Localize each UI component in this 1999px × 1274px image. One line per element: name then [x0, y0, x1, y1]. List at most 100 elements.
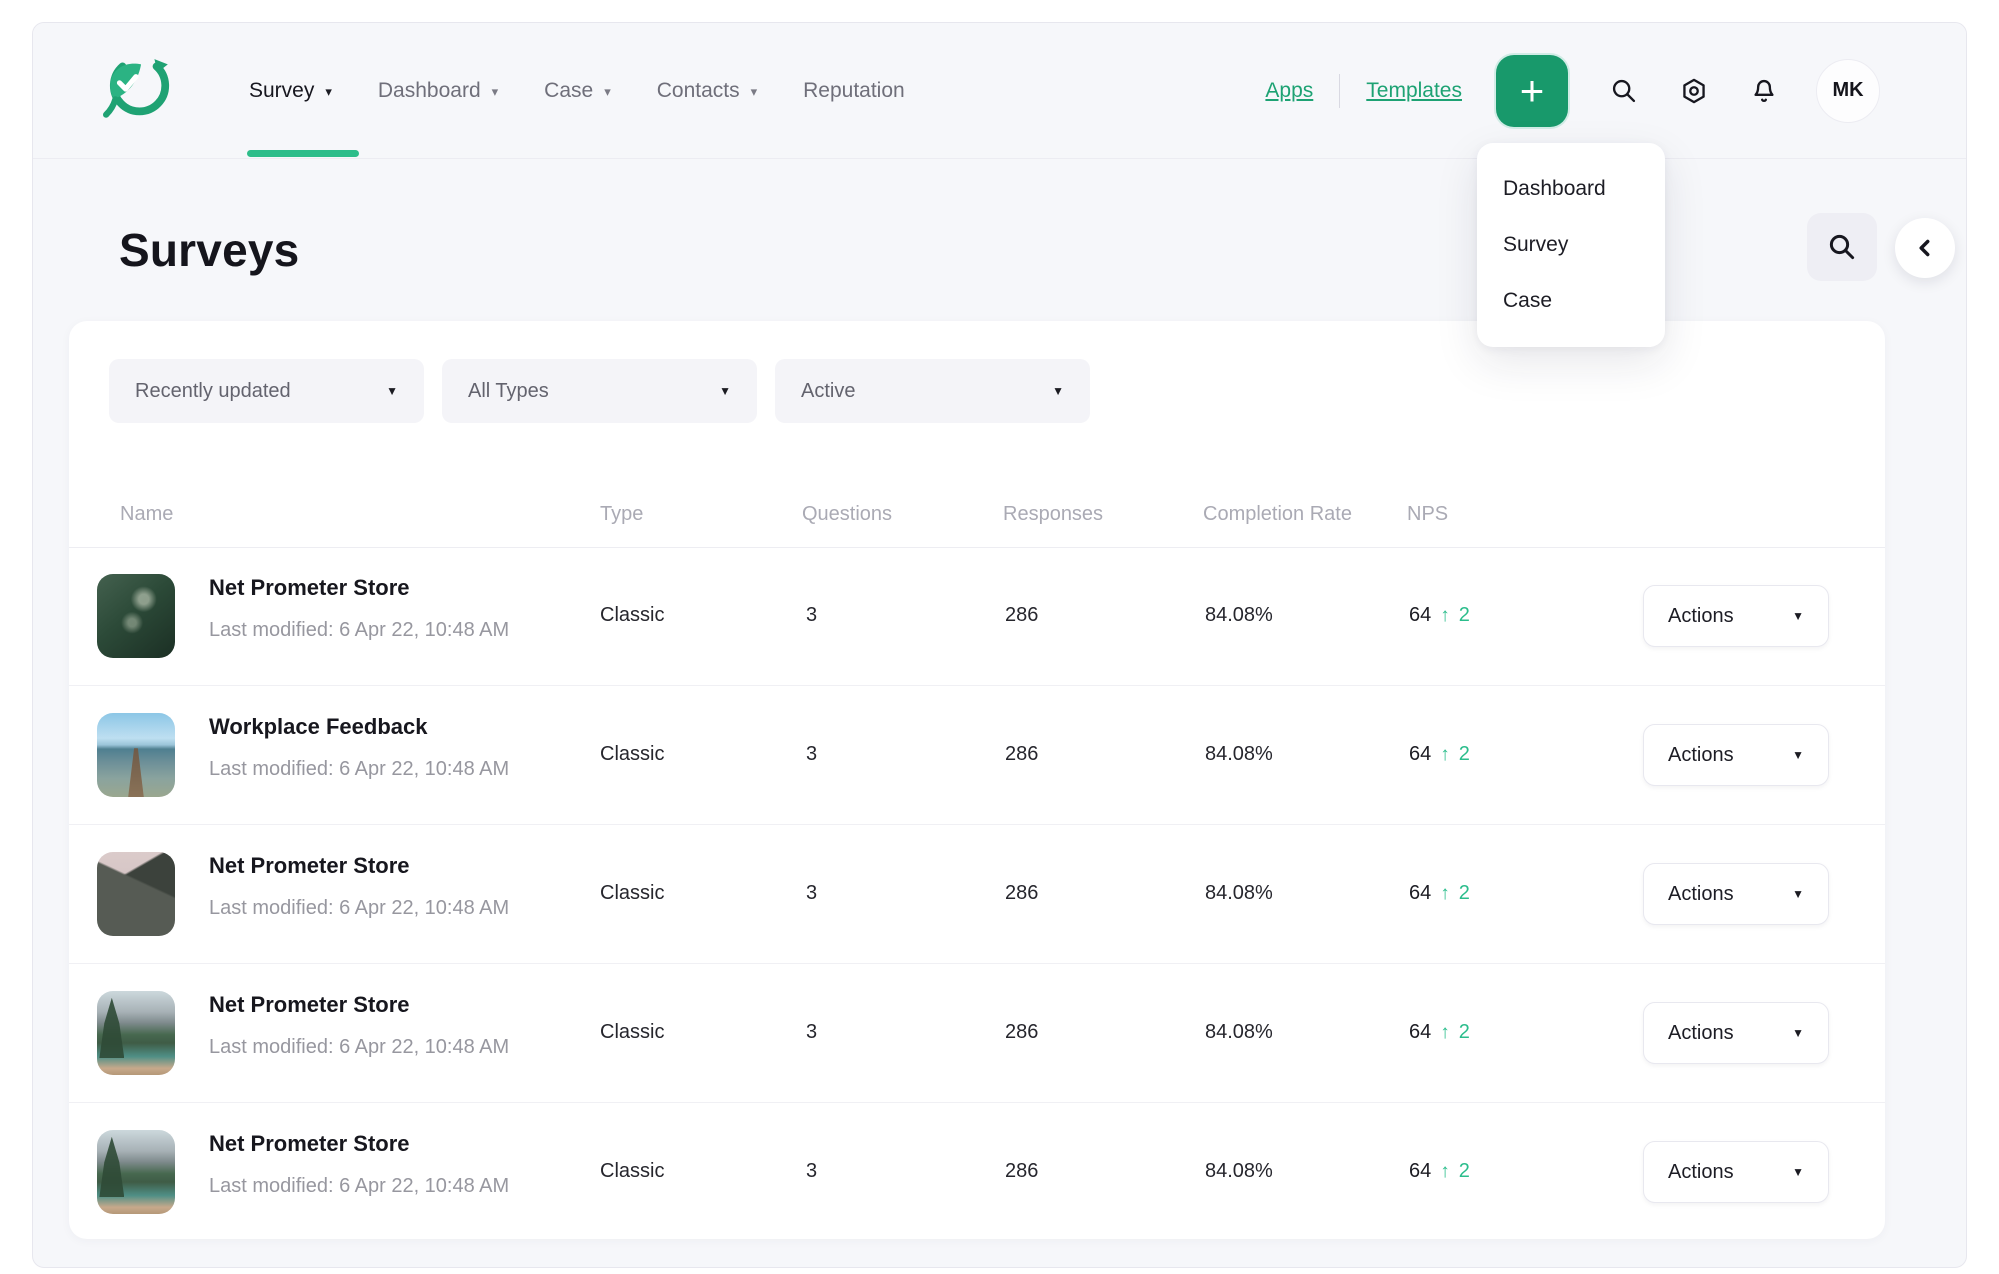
survey-questions-count: 3	[806, 604, 817, 627]
link-divider	[1339, 74, 1340, 108]
survey-name: Workplace Feedback	[209, 714, 427, 740]
survey-responses-count: 286	[1005, 743, 1038, 766]
survey-thumbnail	[97, 574, 175, 658]
chevron-down-icon: ▼	[1792, 888, 1804, 900]
nav-item-label: Survey	[249, 79, 314, 103]
table-column-header: Name	[120, 503, 173, 526]
survey-completion-rate: 84.08%	[1205, 604, 1273, 627]
table-column-header: NPS	[1407, 503, 1448, 526]
add-menu-item-label: Survey	[1503, 233, 1568, 256]
nps-up-icon: ↑	[1440, 1161, 1450, 1183]
add-menu-item-label: Case	[1503, 289, 1552, 312]
actions-button[interactable]: Actions ▼	[1643, 1141, 1829, 1203]
survey-questions-count: 3	[806, 1021, 817, 1044]
chevron-down-icon: ▼	[1792, 1166, 1804, 1178]
table-row[interactable]: Net Prometer Store Last modified: 6 Apr …	[69, 964, 1885, 1103]
survey-last-modified: Last modified: 6 Apr 22, 10:48 AM	[209, 758, 509, 781]
header-actions: Apps Templates +	[1265, 23, 1880, 158]
nav-item-label: Dashboard	[378, 79, 481, 103]
nps-value: 64	[1409, 1160, 1431, 1183]
survey-nps: 64 ↑ 2	[1409, 743, 1470, 766]
table-row[interactable]: Workplace Feedback Last modified: 6 Apr …	[69, 686, 1885, 825]
survey-nps: 64 ↑ 2	[1409, 882, 1470, 905]
survey-nps: 64 ↑ 2	[1409, 1021, 1470, 1044]
active-nav-indicator	[247, 150, 359, 157]
user-avatar[interactable]: MK	[1816, 59, 1880, 123]
nps-delta: 2	[1459, 1021, 1470, 1044]
actions-button[interactable]: Actions ▼	[1643, 1002, 1829, 1064]
filter-select[interactable]: All Types ▼	[442, 359, 757, 423]
nps-value: 64	[1409, 882, 1431, 905]
bell-icon	[1750, 77, 1778, 105]
filter-select[interactable]: Active ▼	[775, 359, 1090, 423]
nav-item[interactable]: Contacts ▾	[657, 79, 757, 103]
add-menu-item[interactable]: Dashboard	[1477, 161, 1665, 217]
nav-item-label: Case	[544, 79, 593, 103]
survey-name: Net Prometer Store	[209, 853, 410, 879]
nps-delta: 2	[1459, 743, 1470, 766]
survey-responses-count: 286	[1005, 604, 1038, 627]
survey-completion-rate: 84.08%	[1205, 1021, 1273, 1044]
brand-logo[interactable]	[103, 53, 175, 125]
notifications-button[interactable]	[1742, 69, 1786, 113]
templates-link[interactable]: Templates	[1366, 79, 1462, 103]
survey-thumbnail	[97, 991, 175, 1075]
nav-item[interactable]: Reputation ▾	[803, 79, 922, 103]
surveys-table-body: Net Prometer Store Last modified: 6 Apr …	[69, 547, 1885, 1241]
nps-delta: 2	[1459, 882, 1470, 905]
table-column-header: Completion Rate	[1203, 503, 1352, 526]
nav-item[interactable]: Case ▾	[544, 79, 611, 103]
nps-delta: 2	[1459, 1160, 1470, 1183]
chevron-down-icon: ▼	[719, 385, 731, 397]
apps-link[interactable]: Apps	[1265, 79, 1313, 103]
survey-completion-rate: 84.08%	[1205, 743, 1273, 766]
table-row[interactable]: Net Prometer Store Last modified: 6 Apr …	[69, 1103, 1885, 1241]
table-row[interactable]: Net Prometer Store Last modified: 6 Apr …	[69, 547, 1885, 686]
nav-item[interactable]: Dashboard ▾	[378, 79, 498, 103]
search-icon	[1827, 232, 1857, 262]
survey-thumbnail	[97, 713, 175, 797]
settings-button[interactable]	[1672, 69, 1716, 113]
survey-last-modified: Last modified: 6 Apr 22, 10:48 AM	[209, 1175, 509, 1198]
survey-type: Classic	[600, 882, 664, 905]
add-menu-item[interactable]: Survey	[1477, 217, 1665, 273]
collapse-panel-button[interactable]	[1895, 218, 1955, 278]
chevron-down-icon: ▾	[492, 83, 499, 98]
actions-button[interactable]: Actions ▼	[1643, 585, 1829, 647]
bird-check-logo-icon	[103, 53, 175, 125]
survey-name: Net Prometer Store	[209, 992, 410, 1018]
filter-bar: Recently updated ▼ All Types ▼ Active ▼	[109, 359, 1090, 423]
filter-select-value: Active	[801, 380, 855, 403]
chevron-down-icon: ▼	[1792, 749, 1804, 761]
survey-nps: 64 ↑ 2	[1409, 604, 1470, 627]
search-button[interactable]	[1602, 69, 1646, 113]
add-button[interactable]: +	[1496, 55, 1568, 127]
survey-type: Classic	[600, 743, 664, 766]
nav-item-label: Contacts	[657, 79, 740, 103]
actions-button[interactable]: Actions ▼	[1643, 724, 1829, 786]
filter-select[interactable]: Recently updated ▼	[109, 359, 424, 423]
chevron-down-icon: ▾	[751, 83, 758, 98]
actions-button-label: Actions	[1668, 883, 1734, 906]
page-title: Surveys	[119, 223, 299, 277]
actions-button[interactable]: Actions ▼	[1643, 863, 1829, 925]
page-search-button[interactable]	[1807, 213, 1877, 281]
chevron-down-icon: ▼	[1792, 610, 1804, 622]
nav-item[interactable]: Survey ▾	[249, 79, 332, 103]
chevron-down-icon: ▼	[1792, 1027, 1804, 1039]
actions-button-label: Actions	[1668, 1022, 1734, 1045]
surveys-card: Recently updated ▼ All Types ▼ Active ▼ …	[69, 321, 1885, 1239]
add-menu-item[interactable]: Case	[1477, 273, 1665, 329]
chevron-down-icon: ▾	[325, 83, 332, 98]
table-row[interactable]: Net Prometer Store Last modified: 6 Apr …	[69, 825, 1885, 964]
survey-type: Classic	[600, 604, 664, 627]
survey-questions-count: 3	[806, 882, 817, 905]
nps-value: 64	[1409, 604, 1431, 627]
gear-icon	[1680, 77, 1708, 105]
actions-button-label: Actions	[1668, 605, 1734, 628]
survey-responses-count: 286	[1005, 1160, 1038, 1183]
table-column-header: Responses	[1003, 503, 1103, 526]
actions-button-label: Actions	[1668, 1161, 1734, 1184]
nps-up-icon: ↑	[1440, 1022, 1450, 1044]
filter-select-value: Recently updated	[135, 380, 291, 403]
